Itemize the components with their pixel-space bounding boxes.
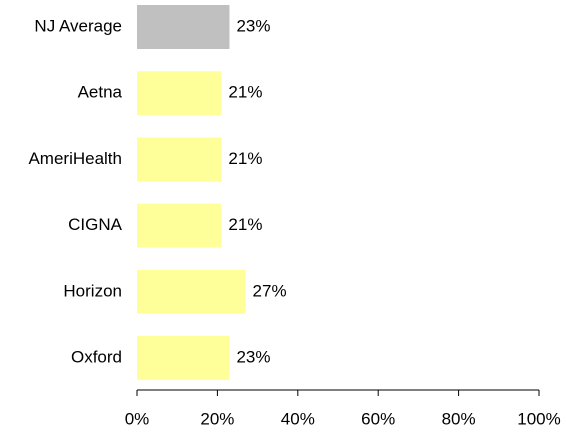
- x-tick-label: 40%: [281, 409, 315, 428]
- bar: [137, 71, 222, 116]
- bar: [137, 5, 230, 49]
- value-label: 23%: [236, 16, 270, 35]
- bar: [137, 336, 230, 380]
- bar: [137, 269, 246, 314]
- y-tick-label: AmeriHealth: [28, 149, 122, 168]
- value-label: 21%: [228, 215, 262, 234]
- y-tick-label: Aetna: [78, 83, 123, 102]
- y-tick-label: NJ Average: [34, 16, 122, 35]
- x-tick-label: 80%: [442, 409, 476, 428]
- y-tick-label: CIGNA: [68, 215, 123, 234]
- value-label: 27%: [253, 281, 287, 300]
- value-label: 21%: [228, 149, 262, 168]
- value-label: 21%: [228, 83, 262, 102]
- bar: [137, 203, 222, 248]
- bar: [137, 137, 222, 182]
- y-tick-label: Horizon: [63, 281, 122, 300]
- x-tick-label: 60%: [361, 409, 395, 428]
- value-label: 23%: [236, 347, 270, 366]
- x-tick-label: 100%: [517, 409, 560, 428]
- x-tick-label: 20%: [200, 409, 234, 428]
- x-tick-label: 0%: [125, 409, 150, 428]
- y-tick-label: Oxford: [71, 347, 122, 366]
